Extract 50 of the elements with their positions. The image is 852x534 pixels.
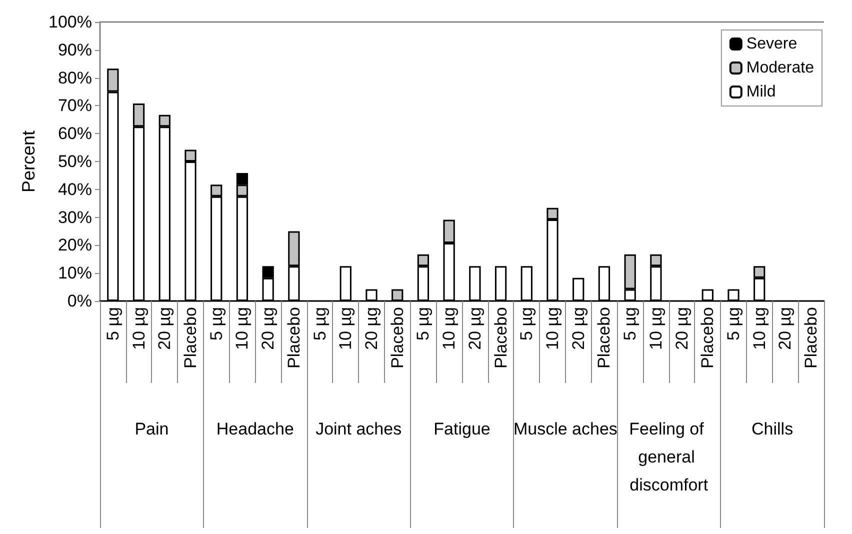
y-tick-label: 60% — [58, 124, 92, 144]
legend-label: Mild — [746, 84, 776, 100]
x-tick-label: Placebo — [388, 307, 407, 368]
x-tick-label: 20 µg — [672, 307, 692, 350]
y-axis-title: Percent — [18, 130, 39, 193]
text: Joint aches — [316, 420, 402, 438]
x-tick-label: Placebo — [698, 307, 718, 368]
text: Headache — [216, 420, 294, 438]
y-tick-label: 40% — [58, 180, 92, 199]
y-tick-label: 20% — [58, 236, 92, 255]
x-tick-label: 5 µg — [724, 307, 743, 340]
x-tick-label: 10 µg — [336, 307, 356, 350]
legend-label: Moderate — [746, 60, 814, 76]
x-tick-label: 10 µg — [543, 307, 562, 350]
x-tick-label: 10 µg — [646, 307, 666, 350]
x-tick-label: 20 µg — [362, 307, 381, 350]
y-tick-label: 50% — [58, 152, 92, 171]
x-tick-label: 5 µg — [310, 307, 330, 340]
x-tick-label: 20 µg — [155, 307, 174, 350]
y-tick-label: 100% — [48, 12, 92, 32]
x-tick-label: Placebo — [491, 307, 510, 368]
text: Pain — [134, 420, 169, 438]
x-tick-label: 5 µg — [620, 307, 640, 340]
x-tick-label: Placebo — [284, 307, 304, 368]
x-tick-label: 5 µg — [103, 307, 122, 340]
x-tick-label: 20 µg — [568, 307, 588, 350]
x-tick-label: Placebo — [802, 307, 821, 368]
text: Muscle aches — [513, 420, 618, 438]
x-tick-label: 10 µg — [232, 307, 252, 350]
text: Chills — [752, 420, 794, 438]
text: Feeling of general discomfort — [629, 420, 709, 494]
text: Fatigue — [434, 420, 490, 438]
x-tick-label: 10 µg — [129, 307, 148, 350]
y-tick-label: 90% — [58, 40, 92, 60]
x-tick-label: 10 µg — [750, 307, 769, 350]
x-tick-label: 10 µg — [440, 307, 459, 350]
x-tick-label: 5 µg — [206, 307, 226, 340]
y-tick-label: 30% — [58, 208, 92, 227]
x-tick-label: 20 µg — [258, 307, 278, 350]
x-tick-label: Placebo — [594, 307, 614, 368]
x-tick-label: 20 µg — [465, 307, 484, 350]
y-tick-label: 80% — [58, 68, 92, 88]
x-tick-label: 20 µg — [776, 307, 795, 350]
y-tick-label: 10% — [58, 264, 92, 283]
x-tick-label: 5 µg — [414, 307, 433, 340]
x-tick-label: Placebo — [181, 307, 200, 368]
legend-label: Severe — [746, 36, 798, 52]
x-tick-label: 5 µg — [517, 307, 536, 340]
y-tick-label: 0% — [67, 292, 92, 310]
y-tick-label: 70% — [58, 96, 92, 116]
